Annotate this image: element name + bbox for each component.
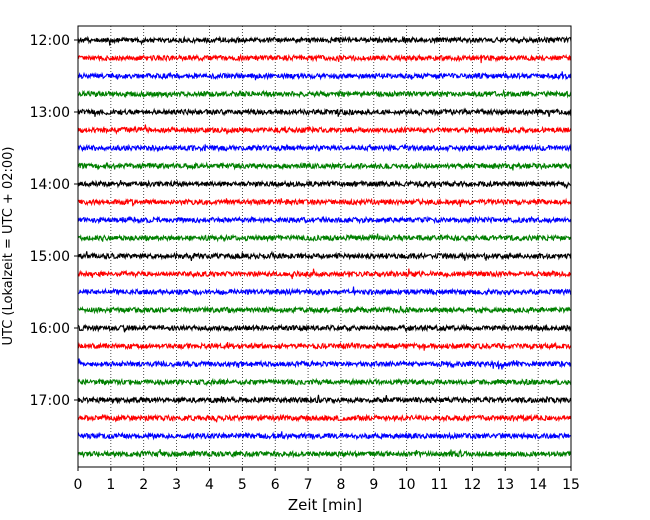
x-tick-label: 12 xyxy=(463,477,481,493)
x-ticks: 0 1 2 3 4 5 6 7 8 9 10 11 12 13 14 15 xyxy=(74,467,580,493)
trace-line xyxy=(77,88,572,99)
trace-line xyxy=(77,197,572,208)
y-tick-label: 13:00 xyxy=(30,105,70,121)
trace-line xyxy=(77,377,572,387)
y-tick-label: 15:00 xyxy=(30,249,70,265)
trace-line xyxy=(77,35,572,46)
x-tick-label: 6 xyxy=(271,477,280,493)
x-tick-label: 2 xyxy=(139,477,148,493)
x-tick-label: 5 xyxy=(238,477,247,493)
trace-line xyxy=(77,250,572,262)
traces xyxy=(77,35,572,459)
y-axis-label: UTC (Lokalzeit = UTC + 02:00) xyxy=(1,147,16,346)
trace-line xyxy=(77,448,572,459)
trace-line xyxy=(77,286,572,297)
y-ticks: 12:00 13:00 14:00 15:00 16:00 17:00 xyxy=(30,33,78,409)
trace-line xyxy=(77,215,572,225)
x-tick-label: 11 xyxy=(431,477,449,493)
x-tick-label: 1 xyxy=(106,477,115,493)
trace-line xyxy=(77,107,572,117)
x-tick-label: 10 xyxy=(398,477,416,493)
trace-line xyxy=(77,431,572,441)
trace-line xyxy=(77,233,572,243)
trace-line xyxy=(77,161,572,171)
trace-line xyxy=(77,358,572,370)
x-tick-label: 15 xyxy=(562,477,580,493)
x-tick-label: 14 xyxy=(529,477,547,493)
trace-line xyxy=(77,71,572,81)
trace-line xyxy=(77,179,572,189)
x-tick-label: 0 xyxy=(74,477,83,493)
x-tick-label: 9 xyxy=(369,477,378,493)
y-tick-label: 16:00 xyxy=(30,321,70,337)
x-tick-label: 3 xyxy=(172,477,181,493)
x-tick-label: 4 xyxy=(205,477,214,493)
y-tick-label: 12:00 xyxy=(30,33,70,49)
trace-line xyxy=(77,143,572,153)
trace-line xyxy=(77,124,572,136)
x-axis-label: Zeit [min] xyxy=(288,496,362,514)
trace-line xyxy=(77,323,572,333)
x-tick-label: 13 xyxy=(496,477,514,493)
plot-frame xyxy=(77,25,572,468)
x-tick-label: 8 xyxy=(336,477,345,493)
trace-line xyxy=(77,413,572,423)
trace-line xyxy=(77,305,572,315)
x-tick-label: 7 xyxy=(304,477,313,493)
trace-line xyxy=(77,53,572,64)
trace-line xyxy=(77,341,572,351)
y-tick-label: 17:00 xyxy=(30,393,70,409)
trace-line xyxy=(77,268,572,280)
y-tick-label: 14:00 xyxy=(30,177,70,193)
trace-line xyxy=(77,394,572,405)
